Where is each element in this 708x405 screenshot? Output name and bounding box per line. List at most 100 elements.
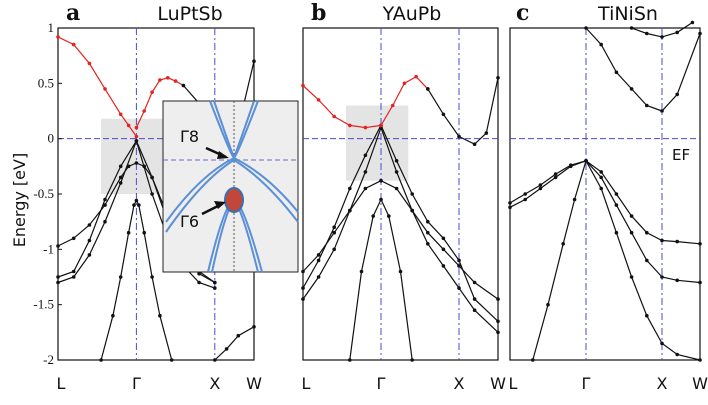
band-point bbox=[197, 280, 201, 285]
band-point bbox=[645, 258, 649, 263]
gamma-highlight-region bbox=[345, 105, 409, 181]
x-tick-label-x: X bbox=[454, 374, 465, 393]
band-point bbox=[87, 253, 92, 257]
band-point bbox=[553, 172, 558, 176]
band-line-2 bbox=[302, 180, 499, 300]
band-point bbox=[332, 247, 337, 252]
x-tick-label-gamma: Γ bbox=[582, 374, 591, 393]
band-point bbox=[398, 269, 403, 274]
band-point bbox=[71, 269, 76, 274]
band-point bbox=[698, 31, 702, 36]
band-point bbox=[363, 153, 368, 158]
band-point bbox=[441, 236, 446, 241]
band-line-4 bbox=[302, 85, 382, 129]
band-point bbox=[142, 109, 146, 113]
band-point bbox=[348, 123, 352, 128]
band-point bbox=[118, 175, 123, 180]
band-point bbox=[599, 170, 603, 174]
panel-c-tinisn: c TiNiSn L Γ X W bbox=[508, 0, 708, 393]
band-point bbox=[134, 161, 139, 165]
band-point bbox=[224, 347, 229, 351]
band-point bbox=[457, 286, 461, 290]
band-point bbox=[457, 134, 461, 139]
band-point bbox=[213, 280, 217, 285]
band-point bbox=[645, 103, 649, 108]
band-point bbox=[660, 275, 664, 279]
band-point bbox=[150, 275, 154, 279]
band-point bbox=[134, 134, 139, 139]
band-line-7 bbox=[214, 326, 255, 361]
band-point bbox=[426, 87, 430, 91]
y-tick-label: -2 bbox=[43, 352, 54, 367]
band-point bbox=[508, 205, 512, 210]
band-point bbox=[599, 175, 603, 180]
band-point bbox=[126, 164, 131, 169]
inset-gamma-point-zoom: Γ8 Γ6 bbox=[162, 100, 299, 273]
panel-a-title: LuPtSb bbox=[157, 3, 222, 25]
band-point bbox=[252, 325, 256, 329]
band-point bbox=[387, 214, 391, 218]
band-point bbox=[394, 170, 399, 174]
x-tick-label-w: W bbox=[246, 374, 262, 393]
band-point bbox=[150, 90, 154, 94]
plot-frame bbox=[509, 27, 701, 361]
band-point bbox=[379, 123, 383, 128]
panel-b-letter: b bbox=[311, 0, 326, 26]
band-point bbox=[301, 269, 305, 274]
band-point bbox=[132, 203, 136, 207]
band-line-2 bbox=[532, 159, 701, 361]
band-point bbox=[56, 244, 60, 248]
band-point bbox=[629, 230, 634, 235]
band-point bbox=[496, 330, 500, 335]
panel-c-title: TiNiSn bbox=[597, 3, 658, 25]
band-point bbox=[645, 31, 649, 36]
band-point bbox=[56, 275, 60, 279]
band-point bbox=[348, 208, 352, 213]
band-point bbox=[394, 159, 399, 163]
band-point bbox=[363, 170, 368, 174]
band-point bbox=[675, 92, 679, 97]
band-point bbox=[410, 208, 415, 213]
band-point bbox=[173, 79, 178, 83]
band-point bbox=[457, 258, 461, 263]
band-point bbox=[675, 239, 679, 244]
inset-band-gamma8-lower bbox=[165, 156, 299, 223]
band-line-6 bbox=[427, 77, 499, 145]
band-point bbox=[472, 280, 477, 285]
band-point bbox=[553, 175, 558, 180]
band-point bbox=[158, 313, 162, 318]
x-tick-label-gamma: Γ bbox=[377, 374, 386, 393]
band-point bbox=[441, 247, 446, 252]
band-point bbox=[472, 142, 477, 146]
band-point bbox=[103, 203, 107, 207]
band-point bbox=[316, 275, 321, 279]
band-point bbox=[99, 358, 103, 362]
panel-b-title: YAuPb bbox=[382, 3, 442, 25]
band-point bbox=[390, 103, 395, 108]
band-line-3 bbox=[585, 27, 701, 112]
band-point bbox=[629, 275, 634, 279]
band-point bbox=[316, 98, 321, 102]
band-point bbox=[457, 264, 461, 268]
panel-a-letter: a bbox=[66, 0, 80, 26]
y-tick-label: 0 bbox=[48, 131, 55, 146]
band-point bbox=[252, 59, 256, 63]
band-point bbox=[614, 230, 619, 235]
band-point bbox=[698, 242, 702, 246]
band-point bbox=[472, 297, 477, 301]
band-point bbox=[213, 358, 217, 362]
band-point bbox=[538, 186, 543, 191]
band-point bbox=[134, 125, 139, 130]
band-point bbox=[496, 319, 500, 324]
band-point bbox=[118, 181, 123, 185]
band-point bbox=[698, 358, 702, 362]
band-point bbox=[379, 178, 383, 183]
x-tick-label-x: X bbox=[209, 374, 220, 393]
inset-gamma6-marker bbox=[224, 187, 244, 213]
band-point bbox=[118, 164, 123, 169]
x-tick-label-gamma: Γ bbox=[132, 374, 141, 393]
y-axis-label: Energy [eV] bbox=[10, 153, 29, 247]
band-point bbox=[546, 302, 550, 307]
x-tick-label-l: L bbox=[302, 374, 311, 393]
